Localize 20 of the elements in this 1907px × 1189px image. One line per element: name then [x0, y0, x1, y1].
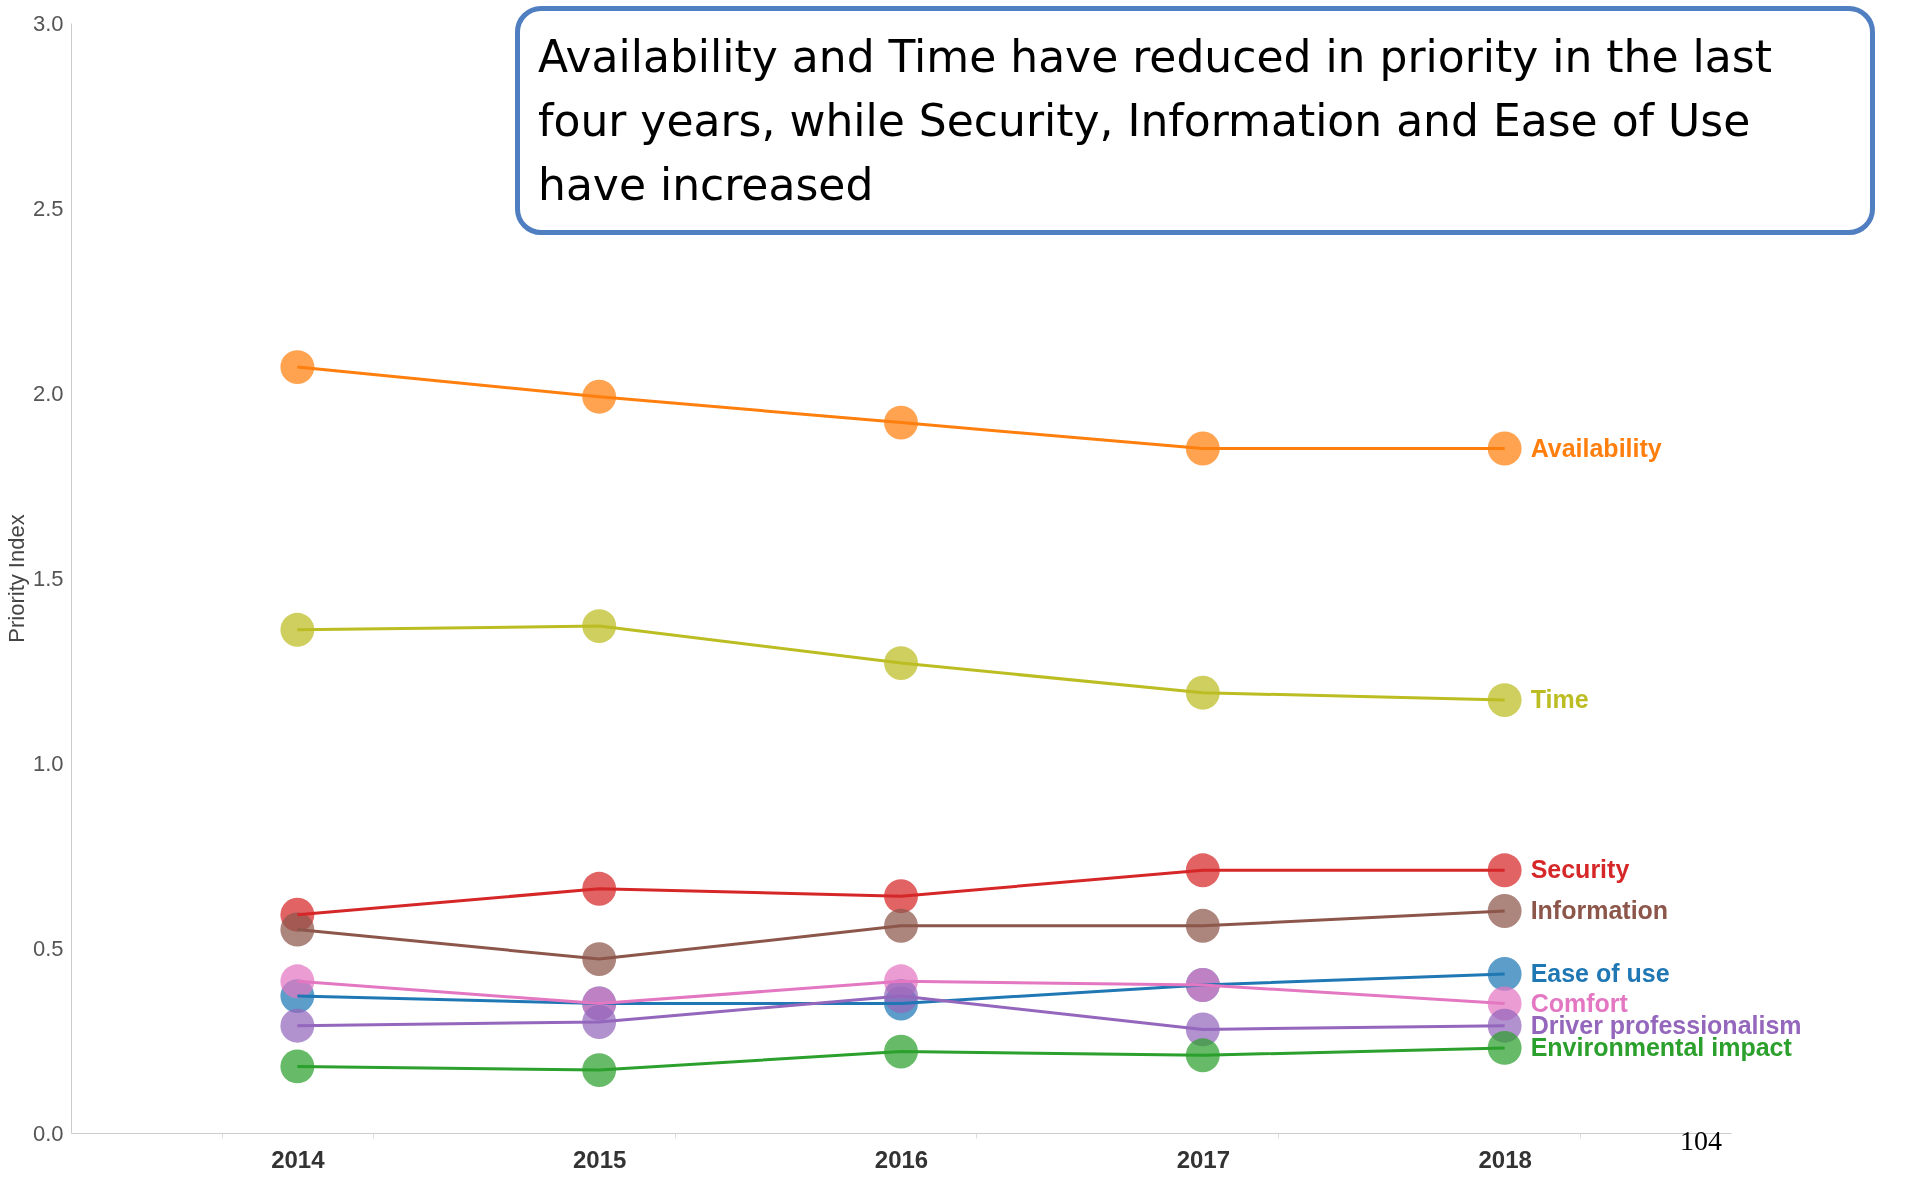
x-tick-label: 2014 — [271, 1145, 326, 1173]
y-axis-title: Priority Index — [3, 514, 29, 643]
y-tick-label: 0.0 — [32, 1120, 64, 1146]
annotation: Availability and Time have reduced in priority in the last four years, while Security, Information and Ease of Use have increased — [515, 6, 1875, 236]
y-tick-label: 1.5 — [32, 565, 64, 591]
x-tick-label: 2017 — [1176, 1145, 1231, 1173]
y-tick-label: 0.5 — [32, 935, 64, 961]
series-label: Security — [1530, 855, 1630, 884]
x-tick-label: 2018 — [1478, 1145, 1532, 1173]
y-tick-label: 3.0 — [32, 10, 64, 36]
x-tick-label: 2016 — [874, 1145, 929, 1173]
y-tick-label: 1.0 — [32, 750, 64, 776]
annotation: 104 — [1680, 1125, 1722, 1157]
series-label: Time — [1530, 685, 1589, 714]
series-label: Availability — [1530, 433, 1662, 462]
x-tick-label: 2015 — [572, 1145, 627, 1173]
y-tick-label: 2.0 — [32, 380, 64, 406]
y-tick-label: 2.5 — [32, 195, 64, 221]
series-label: Ease of use — [1530, 958, 1670, 987]
series-label: Information — [1530, 896, 1669, 924]
